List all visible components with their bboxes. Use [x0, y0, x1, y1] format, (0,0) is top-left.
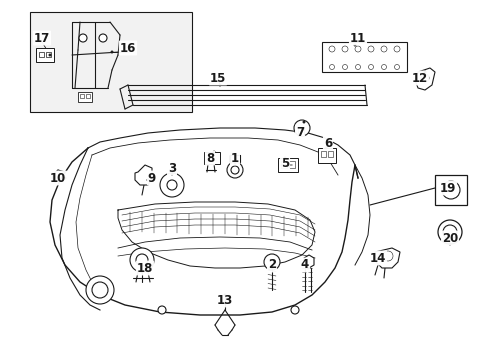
- Circle shape: [49, 54, 51, 56]
- Bar: [321, 42, 406, 72]
- Bar: [297, 128, 304, 136]
- Bar: [78, 92, 92, 102]
- Bar: [86, 94, 90, 98]
- Circle shape: [111, 51, 113, 53]
- Text: 1: 1: [230, 152, 239, 165]
- Text: 17: 17: [34, 32, 50, 45]
- Circle shape: [224, 294, 226, 296]
- Circle shape: [99, 34, 107, 42]
- Text: 18: 18: [137, 261, 153, 274]
- Text: 2: 2: [267, 258, 276, 271]
- Text: 13: 13: [217, 293, 233, 306]
- Text: 16: 16: [120, 41, 136, 54]
- Text: 12: 12: [411, 72, 427, 85]
- Circle shape: [170, 173, 173, 175]
- Circle shape: [306, 267, 308, 269]
- Circle shape: [63, 177, 66, 179]
- Circle shape: [158, 306, 165, 314]
- Text: 4: 4: [300, 258, 308, 271]
- Text: 9: 9: [147, 171, 156, 185]
- Text: 5: 5: [280, 157, 288, 170]
- Bar: [203, 152, 220, 164]
- Circle shape: [264, 254, 280, 270]
- Circle shape: [160, 173, 183, 197]
- Circle shape: [283, 157, 285, 159]
- Circle shape: [324, 147, 326, 149]
- Text: 15: 15: [209, 72, 226, 85]
- Circle shape: [378, 254, 381, 256]
- Text: 19: 19: [439, 181, 455, 194]
- Bar: [327, 151, 332, 157]
- Polygon shape: [414, 68, 434, 90]
- Polygon shape: [374, 248, 399, 268]
- Circle shape: [212, 151, 215, 153]
- Text: 3: 3: [167, 162, 176, 175]
- Circle shape: [293, 120, 309, 136]
- Bar: [288, 161, 294, 168]
- Text: 11: 11: [349, 32, 366, 45]
- Text: 20: 20: [441, 231, 457, 244]
- Text: 7: 7: [295, 126, 304, 139]
- Circle shape: [448, 243, 450, 245]
- Text: 8: 8: [205, 152, 214, 165]
- Polygon shape: [304, 255, 313, 268]
- Circle shape: [86, 276, 114, 304]
- Circle shape: [141, 271, 143, 273]
- Bar: [46, 52, 51, 57]
- Text: 14: 14: [369, 252, 386, 265]
- Bar: [320, 151, 325, 157]
- Bar: [281, 161, 286, 168]
- Circle shape: [442, 184, 444, 186]
- Circle shape: [218, 84, 221, 86]
- Circle shape: [146, 179, 149, 181]
- Circle shape: [270, 267, 273, 269]
- Polygon shape: [135, 165, 152, 185]
- Circle shape: [226, 162, 243, 178]
- Circle shape: [233, 162, 236, 164]
- Text: 6: 6: [323, 136, 331, 149]
- Bar: [30, 12, 192, 112]
- Bar: [39, 52, 44, 57]
- Bar: [317, 148, 335, 163]
- Circle shape: [302, 121, 305, 123]
- Bar: [434, 175, 466, 205]
- Bar: [36, 48, 54, 62]
- Circle shape: [290, 306, 298, 314]
- Text: 10: 10: [50, 171, 66, 185]
- Bar: [278, 158, 297, 172]
- Circle shape: [423, 71, 426, 73]
- Circle shape: [353, 44, 355, 46]
- Circle shape: [79, 34, 87, 42]
- Bar: [80, 94, 84, 98]
- Circle shape: [130, 248, 154, 272]
- Circle shape: [437, 220, 461, 244]
